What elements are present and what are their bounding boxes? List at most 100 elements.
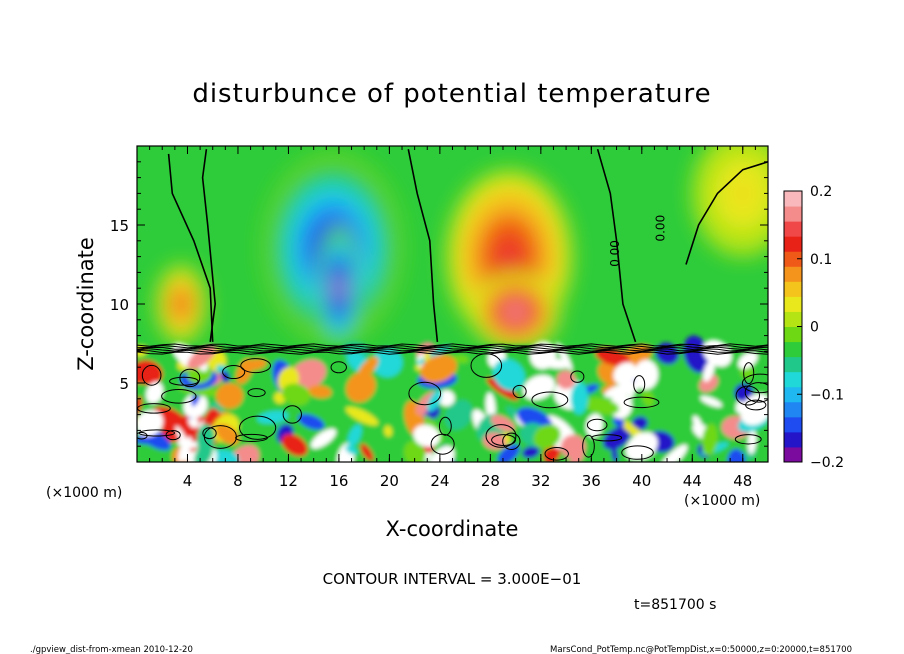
turbulent-patch (583, 397, 620, 415)
turbulent-patch (486, 377, 519, 401)
x-tick-label: 4 (183, 472, 193, 490)
colorbar-swatch (784, 416, 802, 433)
turbulent-patch (633, 359, 659, 390)
x-tick-label: 16 (329, 472, 348, 490)
turbulent-contour (744, 382, 768, 403)
turbulent-patch (625, 432, 658, 462)
turbulent-contour (485, 424, 517, 448)
zero-contour (167, 153, 214, 342)
y-axis: 5 10 15 (110, 161, 768, 447)
turbulent-contour (582, 434, 595, 458)
turbulent-patch (703, 359, 715, 382)
lower-turbulent-field (137, 335, 768, 462)
colorbar-swatch (784, 221, 802, 237)
colorbar-swatch (784, 251, 802, 267)
turbulent-patch (485, 392, 496, 421)
footer-right: MarsCond_PotTemp.nc@PotTempDist,x=0:5000… (550, 645, 852, 654)
turbulent-contour (623, 396, 660, 409)
turbulent-patch (188, 415, 199, 428)
turbulent-patch (438, 390, 455, 407)
turbulent-patch (700, 395, 723, 408)
turbulent-contour (408, 381, 442, 406)
turbulent-contour (491, 434, 516, 446)
contour-lines: 0.00 0.00 (137, 148, 768, 461)
colorbar-swatch (784, 191, 802, 207)
x-tick-label: 24 (430, 472, 449, 490)
turbulent-patch (631, 416, 648, 431)
x-tick-label: 48 (733, 472, 752, 490)
colorbar-swatch (784, 386, 802, 403)
zero-contour (407, 149, 439, 342)
turbulent-patch (257, 410, 289, 424)
colorbar-tick-label: −0.1 (810, 387, 844, 403)
colorbar-swatch (784, 281, 802, 297)
turbulent-contour (633, 375, 646, 394)
colorbar-swatch (784, 401, 802, 418)
turbulent-patch (490, 414, 515, 432)
x-axis-label: X-coordinate (386, 517, 519, 541)
x-tick-label: 40 (632, 472, 651, 490)
contour-label: 0.00 (654, 215, 668, 242)
turbulent-patch (310, 428, 337, 449)
turbulent-patch (493, 358, 526, 391)
turbulent-patch (403, 440, 426, 462)
field-blob-1-level-8 (336, 281, 342, 296)
plot-area: 0.00 0.00 (137, 146, 768, 462)
turbulent-contour (240, 358, 272, 374)
turbulent-contour (570, 370, 585, 383)
zero-contour (201, 149, 217, 343)
field-blob-4-level-8 (178, 299, 184, 309)
colorbar-swatch (784, 296, 802, 312)
turbulent-contour (138, 429, 176, 437)
turbulent-contour (239, 415, 277, 440)
contour-interval: CONTOUR INTERVAL = 3.000E−01 (323, 570, 582, 588)
turbulent-patch (444, 399, 473, 431)
turbulent-contour (438, 416, 452, 436)
x-tick-label: 32 (531, 472, 550, 490)
colorbar-swatch (784, 356, 802, 373)
turbulent-contour (179, 368, 201, 388)
colorbar-swatch (784, 431, 802, 448)
upper-field (155, 146, 768, 352)
turbulent-patch (641, 389, 654, 407)
colorbar-tick-label: 0 (810, 320, 819, 336)
turbulent-patch (533, 424, 561, 449)
inversion-contour (137, 346, 768, 351)
field-blob-3-level-8 (510, 307, 521, 317)
colorbar-swatch (784, 266, 802, 282)
turbulent-patch (347, 424, 362, 447)
inversion-contour (137, 343, 768, 347)
turbulent-patch (242, 358, 267, 371)
x-axis: 4 8 12 16 20 24 28 32 36 40 44 48 (149, 146, 756, 490)
turbulent-patch (360, 443, 374, 462)
turbulent-patch (178, 436, 193, 462)
turbulent-contour (202, 427, 217, 440)
turbulent-patch (308, 385, 332, 399)
colorbar-swatch (784, 446, 802, 463)
x-tick-label: 28 (481, 472, 500, 490)
turbulent-patch (423, 351, 431, 362)
turbulent-contour (586, 418, 608, 432)
turbulent-patch (734, 383, 754, 403)
turbulent-patch (738, 351, 758, 369)
turbulent-patch (345, 406, 379, 426)
turbulent-contour (512, 384, 527, 399)
zero-contour (685, 161, 768, 265)
turbulent-patch (658, 444, 688, 462)
turbulent-patch (570, 382, 589, 415)
y-axis-label: Z-coordinate (74, 237, 98, 371)
turbulent-patch (413, 424, 440, 447)
x-tick-label: 44 (683, 472, 702, 490)
turbulent-patch (701, 423, 718, 456)
inversion-contour (137, 349, 768, 354)
turbulent-contour (745, 399, 767, 411)
colorbar-swatch (784, 371, 802, 388)
turbulent-patch (215, 383, 244, 409)
turbulent-contour (621, 445, 654, 460)
y-tick-label: 5 (119, 375, 129, 393)
colorbar-swatch (784, 311, 802, 327)
turbulent-contour (470, 353, 503, 378)
turbulent-contour (734, 434, 762, 445)
turbulent-patch (426, 390, 442, 412)
